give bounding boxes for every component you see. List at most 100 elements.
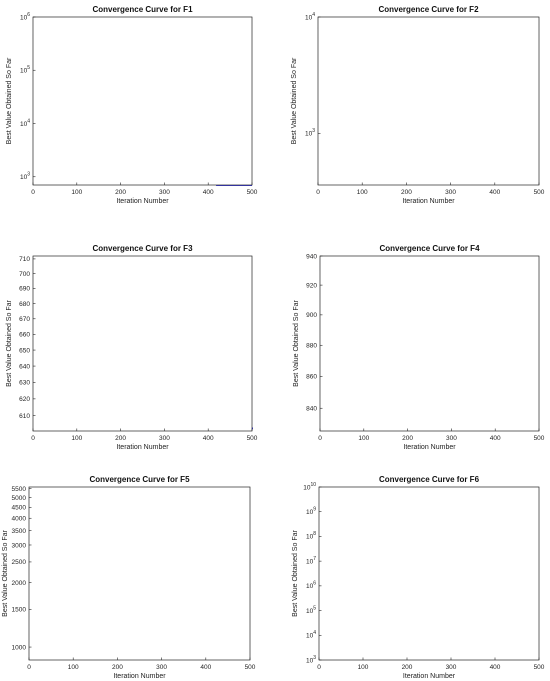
y-tick-label: 4000 [12,516,27,523]
x-tick-label: 300 [446,435,457,442]
x-tick-label: 500 [245,664,256,671]
x-tick-label: 500 [247,435,258,442]
x-tick-label: 200 [402,435,413,442]
axes-frame [32,16,253,186]
y-tick-label: 920 [306,282,317,289]
y-tick-label: 710 [19,256,30,263]
y-tick-label: 680 [19,301,30,308]
y-tick-label: 620 [19,396,30,403]
y-tick-label: 3000 [12,542,27,549]
x-axis-label: Iteration Number [403,444,456,451]
y-tick-label: 610 [19,413,30,420]
y-tick-label: 103 [305,128,315,138]
x-tick-label: 100 [68,664,79,671]
x-tick-label: 200 [401,189,412,196]
x-axis-label: Iteration Number [403,673,456,680]
x-tick-label: 500 [534,664,545,671]
y-tick-label: 106 [20,12,30,22]
x-axis-label: Iteration Number [402,198,455,205]
x-tick-label: 500 [247,189,258,196]
chart-title: Convergence Curve for F6 [379,475,480,484]
x-tick-label: 300 [446,664,457,671]
x-tick-label: 0 [316,189,320,196]
x-tick-label: 400 [489,189,500,196]
y-tick-label: 670 [19,316,30,323]
chart-title: Convergence Curve for F3 [92,244,193,253]
y-tick-label: 104 [306,630,316,640]
y-tick-label: 1010 [303,482,316,492]
y-tick-label: 105 [306,605,316,615]
y-tick-label: 103 [20,172,30,182]
y-tick-label: 660 [19,332,30,339]
x-tick-label: 200 [402,664,413,671]
chart-f5: 0 100 200 300 400 500 1000 1500 2000 2500 3000 3500… [2,475,256,680]
y-axis-label: Best Value Obtained So Far [292,530,299,617]
y-tick-label: 107 [306,556,316,566]
x-axis-label: Iteration Number [116,198,169,205]
x-tick-label: 100 [71,189,82,196]
chart-f2: 0 100 200 300 400 500 103 104 Convergence Curve … [291,5,545,205]
x-tick-label: 100 [357,189,368,196]
x-tick-label: 400 [203,189,214,196]
x-tick-label: 200 [115,189,126,196]
x-tick-label: 200 [115,435,126,442]
y-tick-label: 3500 [12,528,27,535]
x-tick-label: 100 [358,435,369,442]
y-axis-label: Best Value Obtained So Far [6,57,13,144]
chart-title: Convergence Curve for F4 [379,244,480,253]
chart-title: Convergence Curve for F2 [378,5,479,14]
x-tick-label: 300 [445,189,456,196]
x-tick-label: 500 [534,189,545,196]
chart-title: Convergence Curve for F1 [92,5,193,14]
x-tick-label: 100 [358,664,369,671]
y-tick-label: 5500 [12,486,27,493]
y-tick-label: 700 [19,271,30,278]
chart-f4: 0 100 200 300 400 500 840 860 880 900 920 940 Conver… [293,244,545,451]
x-tick-label: 200 [112,664,123,671]
chart-f3: 0 100 200 300 400 500 610 620 630 640 650 660 670 680… [6,244,258,451]
y-tick-label: 109 [306,507,316,517]
y-tick-label: 105 [20,65,30,75]
x-tick-label: 400 [203,435,214,442]
y-tick-label: 690 [19,286,30,293]
x-tick-label: 300 [159,435,170,442]
y-tick-label: 940 [306,253,317,260]
y-tick-label: 1500 [12,607,27,614]
y-tick-label: 1000 [12,644,27,651]
y-tick-label: 103 [306,655,316,665]
y-tick-label: 880 [306,343,317,350]
y-tick-label: 5000 [12,495,27,502]
y-tick-label: 108 [306,531,316,541]
x-tick-label: 300 [159,189,170,196]
y-tick-label: 860 [306,374,317,381]
y-tick-label: 2000 [12,580,27,587]
x-tick-label: 300 [156,664,167,671]
x-axis-label: Iteration Number [116,444,169,451]
y-axis-label: Best Value Obtained So Far [2,530,9,617]
x-tick-label: 400 [200,664,211,671]
y-tick-label: 630 [19,380,30,387]
y-tick-label: 640 [19,363,30,370]
y-axis-label: Best Value Obtained So Far [6,300,13,387]
y-axis-label: Best Value Obtained So Far [291,57,298,144]
chart-f1: 0 100 200 300 400 500 103 104 105 106 Convergence … [6,5,258,205]
y-tick-label: 4500 [12,505,27,512]
axes-frame [28,486,251,661]
x-tick-label: 0 [317,664,321,671]
x-tick-label: 0 [31,435,35,442]
x-tick-label: 500 [534,435,545,442]
axes-frame [318,486,540,661]
chart-f6: 0 100 200 300 400 500 103 104 105 106 107 108 109 101… [292,475,545,680]
axes-frame [32,255,253,432]
y-tick-label: 840 [306,406,317,413]
x-tick-label: 400 [490,664,501,671]
x-tick-label: 0 [27,664,31,671]
x-tick-label: 0 [31,189,35,196]
x-axis-label: Iteration Number [113,673,166,680]
x-tick-label: 100 [71,435,82,442]
y-tick-label: 2500 [12,559,27,566]
chart-title: Convergence Curve for F5 [89,475,190,484]
y-tick-label: 650 [19,347,30,354]
x-tick-label: 400 [490,435,501,442]
